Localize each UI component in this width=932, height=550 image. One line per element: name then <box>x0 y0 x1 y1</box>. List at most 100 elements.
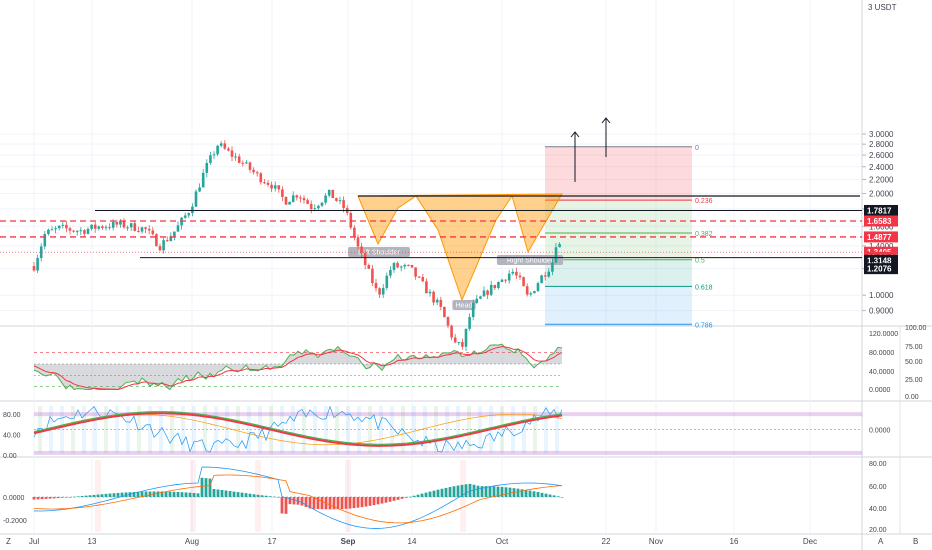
macd-histogram-bar <box>204 478 208 497</box>
candle-body <box>399 266 403 268</box>
macd-histogram-bar <box>412 495 416 497</box>
candle-body <box>270 184 273 189</box>
candle-body <box>263 182 266 184</box>
candle-body <box>374 282 378 289</box>
candle-body <box>529 293 533 295</box>
candle-body <box>273 185 277 189</box>
candle-body <box>50 229 54 231</box>
time-tick-label: 17 <box>268 537 277 546</box>
rsi-pane[interactable]: 100.00 120.0000 75.00 80.0000 50.00 40.0000 25… <box>33 325 927 401</box>
log-scale-button: B <box>913 537 918 546</box>
stoch-overbought-band <box>34 412 862 417</box>
price-tick-label: 2.8000 <box>869 140 894 149</box>
macd-histogram-bar <box>300 497 304 506</box>
candle-body <box>299 197 302 199</box>
candle-body <box>32 266 36 271</box>
macd-histogram-bar <box>384 497 388 503</box>
stoch-tick-label: 0.0000 <box>869 428 891 435</box>
macd-histogram-bar <box>240 492 244 497</box>
stoch-oversold-band <box>34 450 862 455</box>
macd-histogram-bar <box>560 497 564 498</box>
macd-histogram-bar <box>132 491 136 497</box>
price-tag: 1.4877 <box>867 233 892 242</box>
macd-histogram-bar <box>480 486 484 497</box>
candle-body <box>248 162 252 170</box>
stoch-tick-label: 40.00 <box>3 433 21 440</box>
rsi-tick-label: 0.0000 <box>869 387 891 394</box>
macd-histogram-bar <box>472 484 476 497</box>
stoch-bg-bar <box>258 406 262 453</box>
macd-histogram-bar <box>468 483 472 497</box>
fib-level-label: 0.618 <box>695 284 713 291</box>
fib-retracement[interactable]: 0 0.236 0.382 0.5 0.618 0.786 <box>545 145 713 329</box>
stoch-bg-bar <box>368 406 372 453</box>
macd-histogram-bar <box>396 497 400 500</box>
macd-histogram-bar <box>48 497 52 499</box>
candle-body <box>335 198 338 201</box>
candle-body <box>223 143 227 149</box>
candle-body <box>547 271 551 277</box>
candle-body <box>381 287 385 295</box>
price-tag: 1.3148 <box>867 256 892 265</box>
time-tick-label: Dec <box>803 537 817 546</box>
stochastic-pane[interactable]: 80.00 40.00 0.00 0.0000 <box>3 405 891 460</box>
candle-body <box>79 230 83 232</box>
macd-histogram-bar <box>496 486 500 497</box>
fib-zone <box>545 200 692 234</box>
drawn-lines-layer[interactable] <box>0 117 862 259</box>
macd-histogram-bar <box>228 491 232 497</box>
fib-level-label: 0.786 <box>695 322 713 329</box>
macd-histogram-bar <box>368 497 372 506</box>
stoch-bg-bar <box>478 406 482 453</box>
stoch-bg-bar <box>357 406 361 453</box>
macd-histogram-bar <box>160 491 164 497</box>
candle-body <box>504 279 507 281</box>
price-tick-label: 1.6000 <box>869 222 894 231</box>
macd-histogram-bar <box>248 493 252 497</box>
candle-body <box>122 220 126 228</box>
left-shoulder-label-bg <box>348 247 410 257</box>
macd-histogram-bar <box>68 497 72 498</box>
macd-histogram-bar <box>416 494 420 497</box>
candle-body <box>165 240 169 242</box>
candle-body <box>385 275 389 288</box>
macd-histogram-bar <box>388 497 392 502</box>
candle-body <box>115 221 119 225</box>
candle-body <box>428 291 432 294</box>
macd-histogram-bar <box>404 497 408 498</box>
macd-tick-label: 20.00 <box>869 527 887 534</box>
macd-histogram-bar <box>532 491 536 497</box>
macd-histogram-bar <box>64 497 68 498</box>
macd-histogram-bar <box>136 491 140 497</box>
macd-histogram-bar <box>516 488 520 497</box>
macd-histogram-bar <box>120 492 124 497</box>
candle-body <box>93 224 97 229</box>
candle-body <box>209 155 212 163</box>
macd-histogram-bar <box>36 497 40 500</box>
macd-histogram-bar <box>428 491 432 497</box>
price-tag-bg <box>864 215 898 227</box>
price-tick-label: 2.6000 <box>869 151 894 160</box>
macd-histogram-bar <box>184 492 188 497</box>
fib-zone <box>545 324 692 326</box>
candle-body <box>414 267 417 277</box>
candle-body <box>284 196 288 205</box>
macd-histogram-bar <box>108 493 112 497</box>
rsi-tick-label: 100.00 <box>905 325 927 332</box>
macd-pane[interactable]: 0.0000 -0.2000 80.00 60.00 40.00 20.00 <box>3 460 887 534</box>
candle-body <box>126 227 129 229</box>
rsi-tick-label: 40.0000 <box>869 369 894 376</box>
macd-histogram-bar <box>336 497 340 510</box>
price-tick-label: 2.4000 <box>869 163 894 172</box>
price-tag-bg <box>864 263 898 275</box>
macd-histogram-bar <box>292 497 296 505</box>
macd-histogram-bar <box>124 492 128 497</box>
macd-histogram-bar <box>332 497 336 510</box>
candle-body <box>176 225 180 232</box>
time-tick-label: Sep <box>341 537 356 546</box>
macd-histogram-bar <box>440 488 444 497</box>
time-axis[interactable]: Jul 13 Aug 17 Sep 14 Oct 22 Nov 16 Dec Z A B <box>6 537 918 546</box>
stoch-bg-bar <box>511 406 515 453</box>
fib-zone <box>545 146 692 201</box>
